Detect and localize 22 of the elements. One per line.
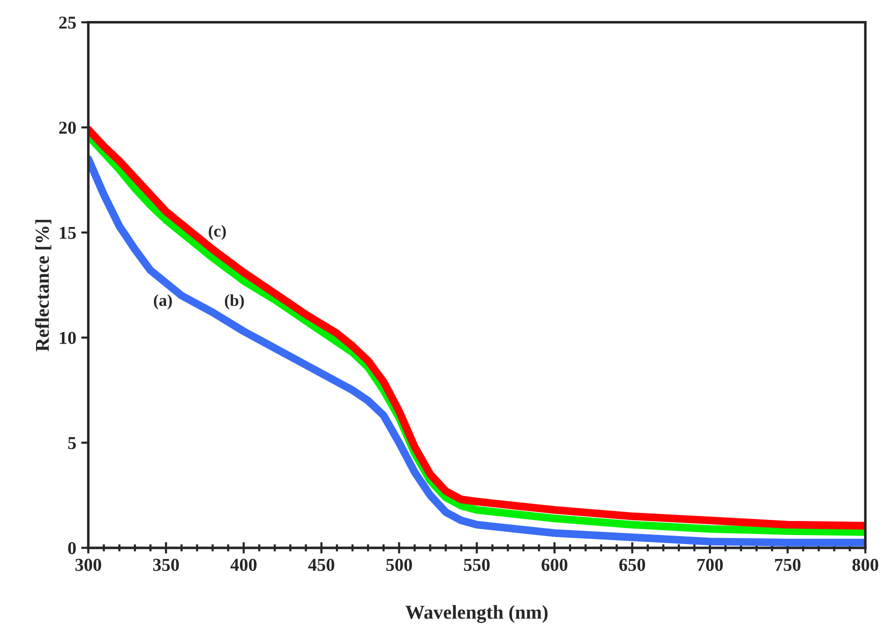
- y-tick-label: 0: [68, 542, 76, 554]
- y-tick-label: 20: [59, 122, 76, 134]
- y-tick-label: 25: [59, 16, 76, 29]
- annotation: (a): [154, 294, 172, 310]
- y-tick-label: 10: [60, 332, 76, 344]
- x-tick-label: 700: [697, 558, 723, 571]
- x-axis-title: Wavelength (nm): [406, 605, 548, 623]
- x-tick-label: 600: [542, 558, 568, 571]
- y-tick-label: 5: [68, 437, 76, 450]
- x-tick-label: 650: [619, 558, 646, 571]
- x-tick-label: 450: [308, 558, 334, 571]
- x-tick-label: 800: [852, 558, 878, 571]
- x-tick-label: 300: [75, 558, 102, 571]
- y-tick-label: 15: [60, 226, 76, 239]
- annotation: (c): [208, 224, 226, 240]
- x-tick-label: 400: [230, 558, 257, 571]
- x-tick-label: 750: [775, 558, 800, 571]
- x-tick-label: 550: [464, 558, 490, 571]
- annotation: (b): [224, 294, 244, 310]
- x-tick-label: 350: [153, 558, 179, 571]
- y-axis-title: Reflectance [%]: [35, 220, 52, 352]
- x-tick-label: 500: [386, 558, 412, 571]
